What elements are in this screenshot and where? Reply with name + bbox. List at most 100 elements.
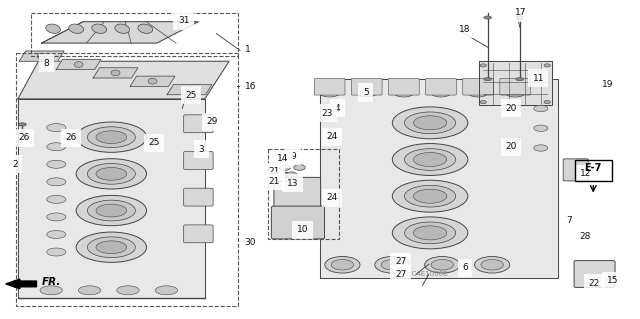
- Ellipse shape: [356, 88, 377, 97]
- Ellipse shape: [325, 256, 360, 273]
- Ellipse shape: [332, 259, 354, 270]
- Ellipse shape: [156, 286, 178, 295]
- Text: 24: 24: [326, 132, 338, 141]
- Ellipse shape: [404, 149, 456, 170]
- FancyBboxPatch shape: [426, 78, 456, 95]
- Ellipse shape: [76, 232, 147, 262]
- Ellipse shape: [74, 62, 83, 67]
- Ellipse shape: [475, 256, 510, 273]
- Ellipse shape: [279, 165, 291, 170]
- Text: 2: 2: [12, 160, 18, 169]
- Text: 26: 26: [65, 133, 77, 142]
- Ellipse shape: [431, 259, 454, 270]
- Ellipse shape: [534, 105, 548, 112]
- Polygon shape: [167, 85, 212, 95]
- Ellipse shape: [319, 88, 340, 97]
- Ellipse shape: [392, 144, 468, 175]
- Ellipse shape: [116, 286, 140, 295]
- Ellipse shape: [96, 131, 127, 144]
- Ellipse shape: [40, 286, 63, 295]
- Ellipse shape: [516, 78, 524, 81]
- Text: SNC4E1000B: SNC4E1000B: [403, 271, 449, 277]
- Text: 17: 17: [515, 8, 527, 17]
- Text: 31: 31: [178, 16, 189, 25]
- Ellipse shape: [544, 64, 550, 67]
- FancyArrow shape: [6, 279, 36, 289]
- Text: 4: 4: [335, 104, 340, 113]
- Polygon shape: [18, 99, 205, 298]
- Text: 13: 13: [287, 179, 298, 188]
- Ellipse shape: [425, 256, 460, 273]
- Text: 7: 7: [566, 216, 572, 225]
- Ellipse shape: [37, 53, 46, 59]
- Text: 24: 24: [326, 193, 338, 202]
- Text: 23: 23: [321, 109, 333, 118]
- FancyBboxPatch shape: [463, 78, 493, 95]
- Ellipse shape: [413, 189, 447, 203]
- Text: 9: 9: [291, 152, 296, 161]
- Ellipse shape: [111, 70, 120, 76]
- Ellipse shape: [19, 123, 26, 126]
- Ellipse shape: [45, 24, 61, 33]
- Ellipse shape: [413, 116, 447, 130]
- Text: 14: 14: [277, 154, 289, 163]
- Bar: [268, 149, 339, 239]
- Ellipse shape: [481, 259, 504, 270]
- Polygon shape: [130, 76, 175, 86]
- Ellipse shape: [115, 24, 130, 33]
- FancyBboxPatch shape: [388, 78, 419, 95]
- FancyBboxPatch shape: [271, 206, 324, 239]
- FancyBboxPatch shape: [184, 115, 213, 133]
- FancyBboxPatch shape: [184, 152, 213, 169]
- Text: 19: 19: [602, 80, 613, 89]
- Text: 25: 25: [148, 138, 160, 147]
- FancyBboxPatch shape: [563, 159, 588, 181]
- Ellipse shape: [148, 78, 157, 84]
- Ellipse shape: [92, 24, 107, 33]
- Text: 8: 8: [44, 59, 49, 68]
- FancyBboxPatch shape: [500, 78, 531, 95]
- Text: 20: 20: [506, 104, 517, 113]
- Ellipse shape: [96, 241, 127, 254]
- Ellipse shape: [47, 248, 66, 256]
- Ellipse shape: [480, 100, 486, 104]
- Ellipse shape: [76, 122, 147, 152]
- Ellipse shape: [404, 222, 456, 244]
- Polygon shape: [479, 61, 552, 105]
- Ellipse shape: [47, 230, 66, 239]
- Polygon shape: [18, 61, 229, 99]
- Ellipse shape: [47, 178, 66, 186]
- Ellipse shape: [505, 88, 525, 97]
- Text: 11: 11: [532, 74, 544, 83]
- Ellipse shape: [96, 167, 127, 180]
- Text: 1: 1: [245, 45, 251, 54]
- FancyBboxPatch shape: [274, 177, 321, 229]
- Ellipse shape: [484, 78, 492, 81]
- Text: FR.: FR.: [42, 277, 61, 287]
- Ellipse shape: [47, 143, 66, 151]
- Ellipse shape: [76, 159, 147, 189]
- Ellipse shape: [87, 237, 136, 258]
- Ellipse shape: [381, 259, 404, 270]
- Polygon shape: [320, 79, 558, 278]
- Text: 18: 18: [459, 25, 470, 34]
- Text: 26: 26: [18, 133, 29, 142]
- Bar: [31, 13, 238, 56]
- Text: 10: 10: [297, 225, 308, 234]
- Ellipse shape: [68, 24, 84, 33]
- Text: 29: 29: [206, 117, 218, 126]
- Text: 15: 15: [607, 276, 618, 285]
- Ellipse shape: [392, 107, 468, 139]
- Ellipse shape: [87, 164, 136, 184]
- Ellipse shape: [431, 88, 451, 97]
- Ellipse shape: [96, 204, 127, 217]
- Ellipse shape: [375, 256, 410, 273]
- Ellipse shape: [404, 112, 456, 134]
- Ellipse shape: [480, 64, 486, 67]
- FancyBboxPatch shape: [351, 78, 382, 95]
- Ellipse shape: [47, 124, 66, 132]
- Ellipse shape: [404, 185, 456, 207]
- FancyBboxPatch shape: [574, 261, 615, 287]
- Text: 21: 21: [269, 177, 280, 186]
- Ellipse shape: [392, 180, 468, 212]
